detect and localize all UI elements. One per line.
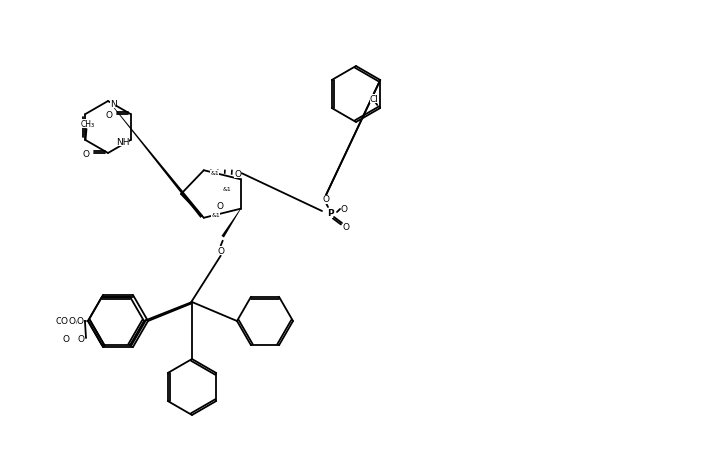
Text: O: O <box>340 205 347 214</box>
Text: O: O <box>76 317 83 326</box>
Text: N: N <box>110 99 116 108</box>
Text: O: O <box>78 335 85 344</box>
Text: P: P <box>327 209 333 218</box>
Text: O: O <box>83 149 90 158</box>
Text: O: O <box>342 223 350 232</box>
Text: O: O <box>63 335 70 344</box>
Text: O: O <box>216 202 224 210</box>
Text: O: O <box>217 246 224 256</box>
Text: CH₃: CH₃ <box>80 119 95 128</box>
Text: &1: &1 <box>211 213 220 218</box>
Text: O: O <box>68 317 75 326</box>
Text: O: O <box>323 195 330 204</box>
Text: O: O <box>56 318 63 327</box>
Text: O: O <box>105 110 112 119</box>
Text: O: O <box>55 317 62 326</box>
Text: NH: NH <box>116 137 130 146</box>
Text: O: O <box>75 318 83 327</box>
Polygon shape <box>221 209 241 238</box>
Text: Cl: Cl <box>370 94 379 103</box>
Text: &1: &1 <box>222 186 231 191</box>
Text: O: O <box>61 317 68 326</box>
Text: &1: &1 <box>211 170 219 175</box>
Text: O: O <box>234 169 241 179</box>
Polygon shape <box>111 105 203 218</box>
